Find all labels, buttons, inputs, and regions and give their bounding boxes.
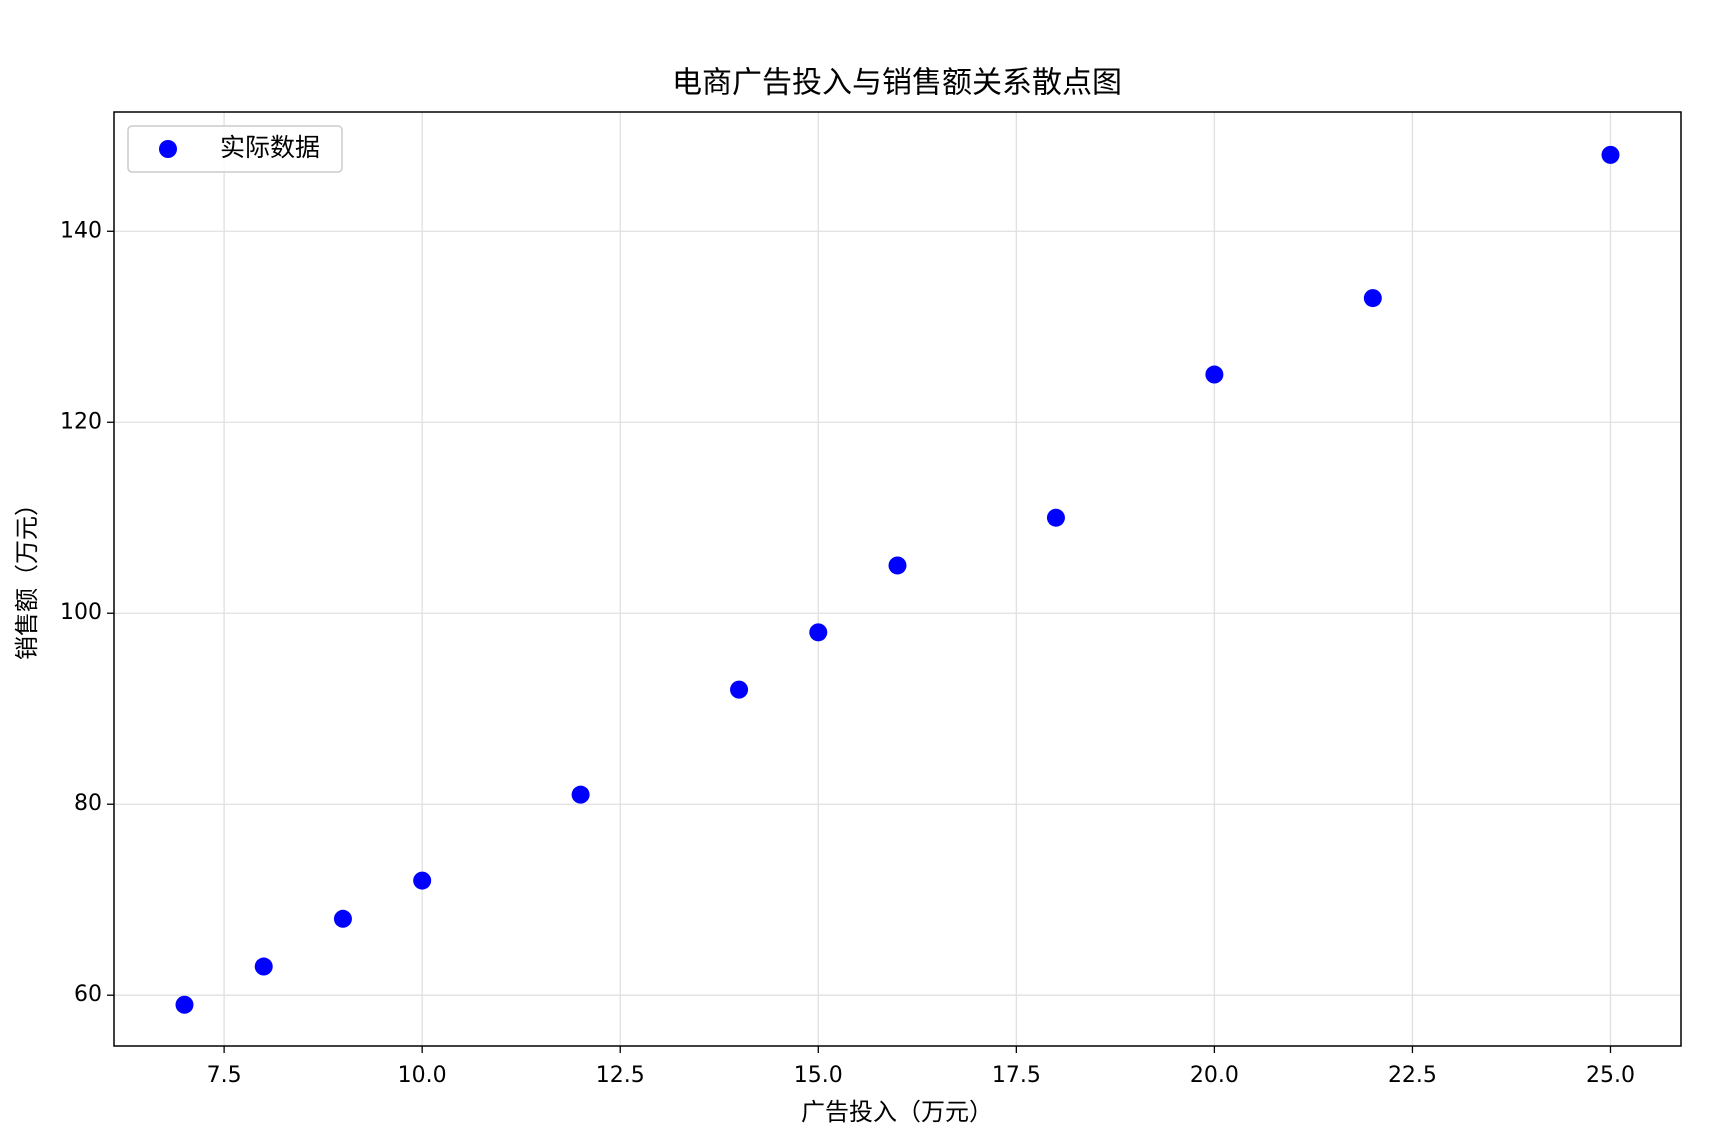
scatter-point [413, 871, 432, 890]
legend-label: 实际数据 [220, 133, 320, 162]
x-tick-label: 12.5 [596, 1063, 645, 1088]
scatter-point [571, 785, 590, 804]
scatter-point [1363, 289, 1382, 308]
y-tick-label: 80 [74, 791, 102, 816]
x-axis-label: 广告投入（万元） [801, 1098, 993, 1126]
x-tick-label: 25.0 [1586, 1063, 1635, 1088]
scatter-point [809, 623, 828, 642]
scatter-point [175, 995, 194, 1014]
plot-frame [113, 111, 1682, 1047]
scatter-point [254, 957, 273, 976]
x-tick-label: 15.0 [794, 1063, 843, 1088]
scatter-point [1601, 145, 1620, 164]
y-tick-label: 60 [74, 982, 102, 1007]
scatter-point [730, 680, 749, 699]
y-axis-label: 销售额（万元） [13, 492, 41, 660]
scatter-point [333, 909, 352, 928]
scatter-point [1205, 365, 1224, 384]
grid [114, 112, 1681, 1046]
chart-title: 电商广告投入与销售额关系散点图 [672, 66, 1122, 101]
x-tick-label: 10.0 [398, 1063, 447, 1088]
legend-marker [159, 140, 177, 158]
y-tick-label: 120 [60, 409, 102, 434]
legend-box [127, 125, 343, 173]
x-tick-label: 7.5 [207, 1063, 242, 1088]
x-tick-label: 20.0 [1190, 1063, 1239, 1088]
x-tick-label: 17.5 [992, 1063, 1041, 1088]
scatter-point [1046, 508, 1065, 527]
x-tick-label: 22.5 [1388, 1063, 1437, 1088]
y-tick-label: 140 [60, 218, 102, 243]
scatter-point [888, 556, 907, 575]
y-tick-label: 100 [60, 600, 102, 625]
